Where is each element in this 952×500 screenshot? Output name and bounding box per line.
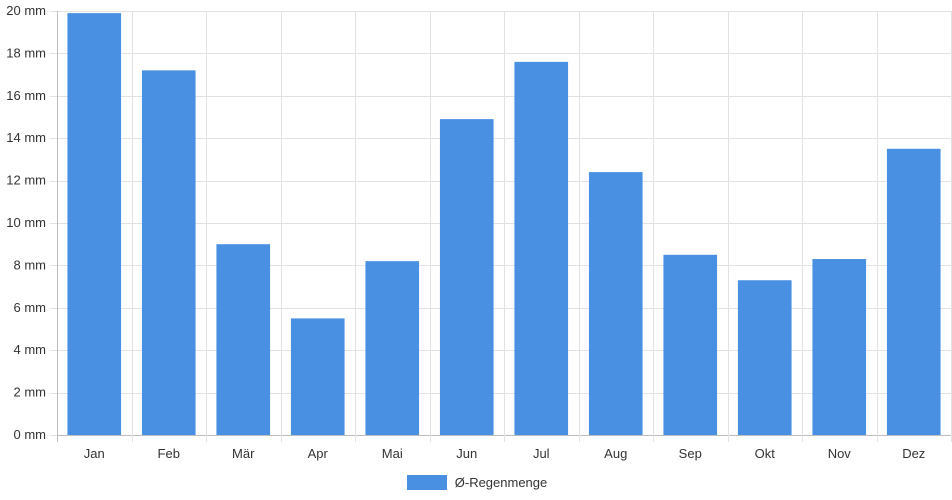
y-tick-label: 12 mm bbox=[6, 173, 46, 188]
legend-label: Ø-Regenmenge bbox=[454, 474, 548, 490]
y-tick-label: 16 mm bbox=[6, 88, 46, 103]
bar bbox=[886, 148, 941, 436]
bar bbox=[812, 259, 867, 435]
bar bbox=[365, 261, 420, 435]
legend[interactable]: Ø-Regenmenge bbox=[0, 472, 952, 492]
bar bbox=[439, 119, 494, 436]
x-tick-label: Mär bbox=[232, 446, 255, 461]
x-tick-label: Jul bbox=[533, 446, 550, 461]
y-tick-label: 20 mm bbox=[6, 3, 46, 18]
x-tick-label: Nov bbox=[828, 446, 852, 461]
x-tick-label: Aug bbox=[604, 446, 627, 461]
y-tick-label: 18 mm bbox=[6, 45, 46, 60]
bar bbox=[663, 254, 718, 435]
y-tick-label: 0 mm bbox=[14, 427, 47, 442]
x-tick-label: Dez bbox=[902, 446, 925, 461]
x-tick-label: Feb bbox=[158, 446, 180, 461]
x-tick-label: Apr bbox=[308, 446, 329, 461]
legend-swatch bbox=[406, 474, 447, 490]
y-tick-label: 6 mm bbox=[14, 300, 47, 315]
y-tick-label: 4 mm bbox=[14, 342, 47, 357]
bar bbox=[67, 13, 122, 436]
bar bbox=[216, 244, 271, 435]
bar bbox=[737, 280, 792, 435]
y-tick-label: 14 mm bbox=[6, 130, 46, 145]
y-tick-label: 8 mm bbox=[14, 257, 47, 272]
y-tick-label: 10 mm bbox=[6, 215, 46, 230]
bar bbox=[514, 61, 569, 435]
y-tick-label: 2 mm bbox=[14, 385, 47, 400]
x-tick-label: Okt bbox=[755, 446, 776, 461]
bar bbox=[588, 172, 643, 435]
x-tick-label: Mai bbox=[382, 446, 403, 461]
bar bbox=[290, 318, 345, 435]
x-tick-label: Sep bbox=[679, 446, 702, 461]
bar bbox=[141, 70, 196, 436]
x-tick-label: Jan bbox=[84, 446, 105, 461]
chart-svg: 0 mm 2 mm 4 mm 6 mm 8 mm 10 mm 12 mm 14 mm 16 mm… bbox=[6, 3, 952, 461]
x-tick-label: Jun bbox=[456, 446, 477, 461]
